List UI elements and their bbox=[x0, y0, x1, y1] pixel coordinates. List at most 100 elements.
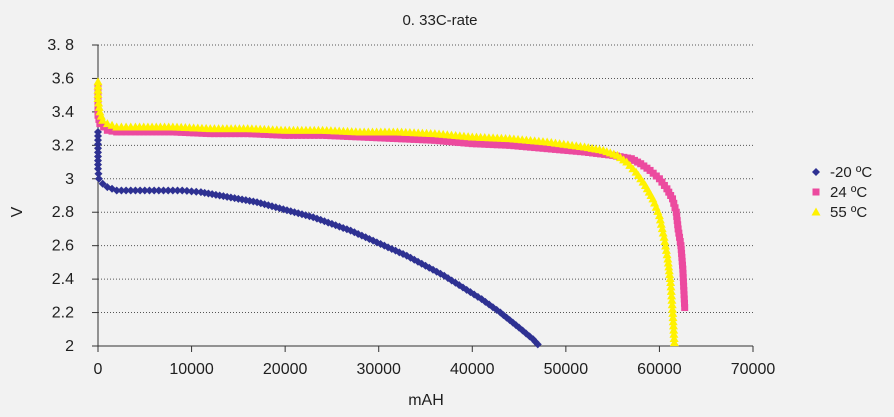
legend-item: 24 ºC bbox=[812, 184, 867, 201]
data-point bbox=[677, 242, 685, 250]
data-point bbox=[273, 131, 281, 139]
y-tick-label: 3 bbox=[65, 171, 74, 188]
data-point bbox=[117, 128, 125, 136]
data-point bbox=[510, 142, 518, 150]
data-point bbox=[352, 133, 360, 141]
data-point bbox=[277, 131, 285, 139]
data-point bbox=[676, 233, 684, 241]
data-point bbox=[98, 179, 107, 188]
data-point bbox=[624, 154, 632, 162]
data-point bbox=[531, 144, 539, 152]
data-point bbox=[248, 130, 256, 138]
data-point bbox=[356, 133, 364, 141]
data-point bbox=[219, 130, 227, 138]
data-point bbox=[94, 98, 104, 107]
data-point bbox=[206, 130, 214, 138]
data-point bbox=[668, 321, 678, 330]
data-point bbox=[140, 186, 149, 195]
data-point bbox=[679, 265, 687, 273]
data-point bbox=[655, 215, 665, 224]
data-point bbox=[113, 128, 121, 136]
data-point bbox=[679, 269, 687, 277]
data-point bbox=[173, 186, 182, 195]
data-point bbox=[294, 131, 302, 139]
x-axis-title: mAH bbox=[408, 392, 444, 409]
data-point bbox=[497, 141, 505, 149]
data-point bbox=[661, 245, 671, 254]
y-tick-label: 3. 8 bbox=[47, 37, 74, 54]
data-point bbox=[173, 128, 181, 136]
data-point bbox=[667, 295, 677, 304]
data-point bbox=[108, 127, 116, 135]
data-point bbox=[680, 299, 688, 307]
data-point bbox=[93, 81, 103, 90]
data-point bbox=[122, 186, 131, 195]
data-point bbox=[198, 129, 206, 137]
x-tick-label: 30000 bbox=[356, 361, 401, 378]
data-point bbox=[556, 146, 564, 154]
data-point bbox=[136, 128, 144, 136]
data-point bbox=[414, 136, 422, 144]
data-point bbox=[664, 266, 674, 275]
data-point bbox=[668, 313, 678, 322]
data-point bbox=[122, 128, 130, 136]
data-point bbox=[327, 132, 335, 140]
data-point bbox=[94, 136, 102, 145]
data-point bbox=[472, 140, 480, 148]
data-point bbox=[177, 128, 185, 136]
data-point bbox=[666, 282, 676, 291]
data-point bbox=[385, 134, 393, 142]
data-point bbox=[150, 186, 159, 195]
data-point bbox=[314, 131, 322, 139]
x-tick-label: 0 bbox=[94, 361, 103, 378]
data-point bbox=[323, 131, 331, 139]
data-point bbox=[339, 132, 347, 140]
data-point bbox=[94, 160, 102, 169]
data-point bbox=[377, 134, 385, 142]
data-point bbox=[285, 131, 293, 139]
data-point bbox=[654, 211, 664, 220]
data-point bbox=[679, 278, 687, 286]
data-point bbox=[665, 270, 675, 279]
data-point bbox=[659, 232, 669, 241]
data-point bbox=[94, 169, 103, 178]
data-point bbox=[93, 77, 103, 86]
data-point bbox=[344, 132, 352, 140]
data-point bbox=[664, 262, 674, 271]
data-point bbox=[670, 199, 678, 207]
legend-item: -20 ºC bbox=[812, 164, 872, 181]
data-point bbox=[674, 225, 682, 233]
x-tick-label: 10000 bbox=[169, 361, 214, 378]
y-axis-ticks: 2 2.2 2.4 2.6 2.8 3 3.2 3.4 3.6 3. 8 bbox=[47, 37, 98, 355]
data-point bbox=[581, 148, 589, 156]
data-point bbox=[298, 131, 306, 139]
data-point bbox=[678, 253, 686, 261]
data-point bbox=[477, 140, 485, 148]
data-point bbox=[185, 129, 193, 137]
x-axis-ticks: 0 10000 20000 30000 40000 50000 60000 70000 bbox=[94, 346, 776, 378]
data-point bbox=[669, 338, 679, 347]
data-point bbox=[131, 186, 140, 195]
data-point bbox=[656, 219, 666, 228]
data-point bbox=[679, 274, 687, 282]
data-point bbox=[447, 138, 455, 146]
x-tick-label: 40000 bbox=[450, 361, 495, 378]
data-point bbox=[252, 130, 260, 138]
data-point bbox=[679, 261, 687, 269]
data-point bbox=[681, 304, 689, 312]
data-point bbox=[663, 254, 673, 263]
x-tick-label: 70000 bbox=[731, 361, 776, 378]
data-point bbox=[161, 128, 169, 136]
series-0 bbox=[94, 127, 542, 349]
data-point bbox=[94, 127, 102, 136]
data-point bbox=[674, 221, 682, 229]
data-point bbox=[518, 142, 526, 150]
chart-title: 0. 33C-rate bbox=[402, 12, 477, 29]
series-2 bbox=[93, 77, 679, 347]
data-point bbox=[281, 131, 289, 139]
data-point bbox=[539, 144, 547, 152]
data-point bbox=[668, 304, 678, 313]
data-point bbox=[680, 295, 688, 303]
data-point bbox=[94, 144, 102, 153]
